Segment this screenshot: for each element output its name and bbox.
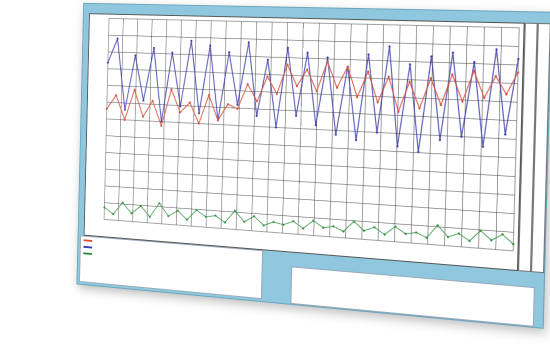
legend-swatch-red — [84, 239, 93, 242]
gridline-horizontal — [107, 102, 517, 121]
data-point — [275, 126, 277, 128]
data-point — [430, 55, 432, 57]
chart-application-window — [76, 3, 550, 329]
gridline-horizontal — [109, 35, 519, 46]
data-point — [335, 134, 337, 136]
data-point — [307, 52, 309, 54]
data-point — [495, 48, 497, 50]
data-point — [376, 131, 378, 133]
gridline-horizontal — [107, 119, 517, 139]
data-point — [153, 47, 155, 49]
data-point — [236, 104, 238, 106]
data-point — [295, 115, 297, 117]
gridline-horizontal — [105, 186, 514, 214]
data-point — [396, 145, 398, 147]
data-point — [198, 112, 200, 114]
legend-swatch-green — [83, 252, 92, 255]
data-point — [124, 109, 126, 111]
data-point — [517, 58, 519, 60]
chart-title — [218, 8, 413, 12]
data-point — [272, 221, 274, 223]
plot-area[interactable] — [84, 13, 525, 271]
data-point — [452, 52, 454, 54]
data-point — [228, 51, 230, 53]
gridline-horizontal — [109, 18, 519, 27]
data-point — [327, 56, 329, 58]
data-point — [388, 45, 390, 47]
data-point — [190, 40, 192, 42]
data-point — [473, 61, 475, 63]
data-point — [355, 139, 357, 141]
data-point — [142, 99, 144, 101]
data-point — [409, 63, 411, 65]
data-point — [267, 59, 269, 61]
series-line — [106, 55, 518, 144]
gridline-horizontal — [105, 203, 514, 233]
gridline-horizontal — [108, 52, 518, 65]
data-point — [367, 53, 369, 55]
data-point — [504, 133, 506, 135]
series-line — [104, 199, 514, 244]
data-point — [256, 115, 258, 117]
data-point — [248, 41, 250, 43]
statistics-table — [290, 266, 535, 327]
series-line — [106, 38, 518, 157]
data-point — [482, 145, 484, 147]
gridline-horizontal — [106, 136, 516, 158]
legend-swatch-blue — [83, 245, 92, 248]
data-point — [171, 51, 173, 53]
data-point — [134, 54, 136, 56]
line-chart[interactable] — [85, 14, 524, 270]
stats-grid — [292, 267, 534, 317]
data-point — [439, 139, 441, 141]
series-2 — [103, 198, 515, 245]
series-0 — [105, 37, 520, 158]
data-point — [209, 44, 211, 46]
data-point — [460, 135, 462, 137]
